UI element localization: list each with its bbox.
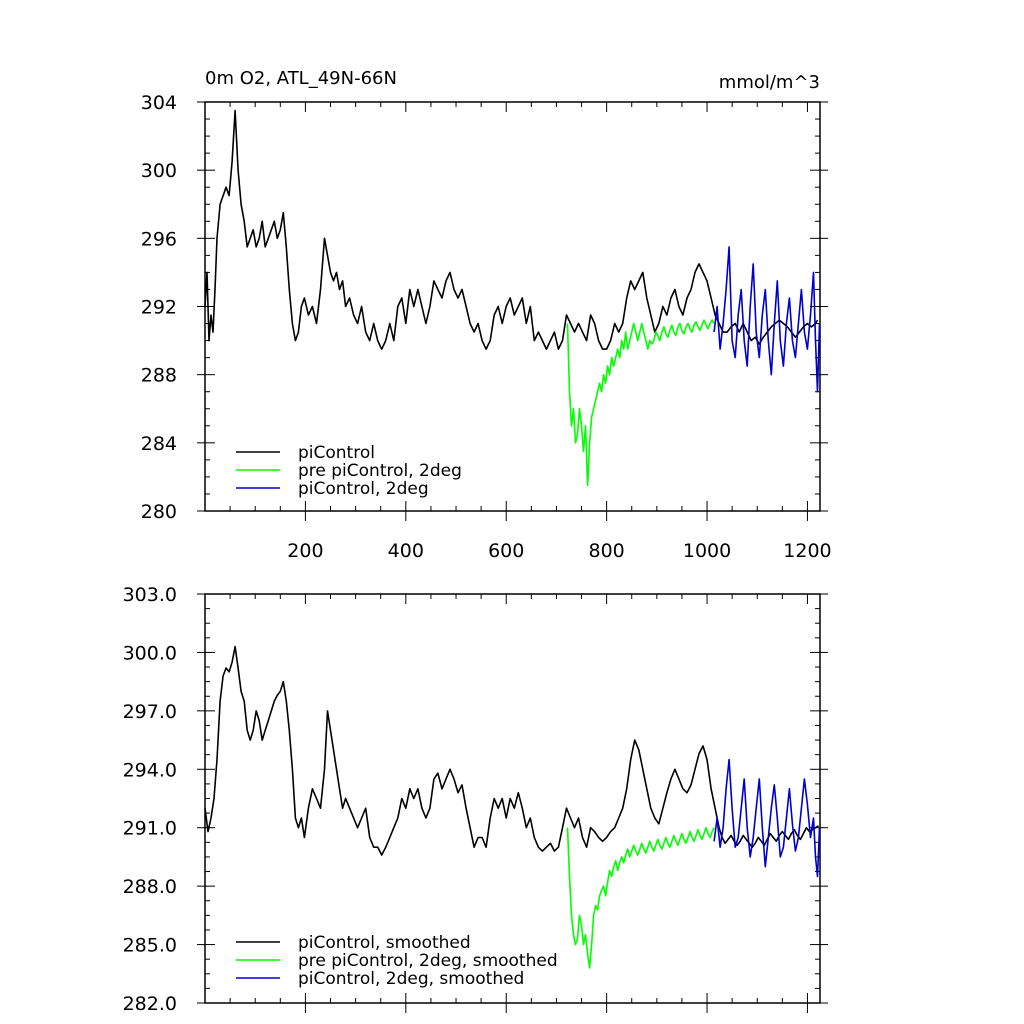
y-tick-label: 294.0	[123, 759, 177, 781]
series-line-0	[204, 645, 819, 856]
top-series-group	[204, 109, 821, 487]
top-axis-ticks: 200 400 600 800 1000 1200 280 284 288 292 296 300 30…	[141, 92, 832, 562]
y-tick-label: 300	[141, 160, 177, 182]
legend-label-0: piControl	[298, 443, 375, 463]
x-tick-label: 200	[287, 540, 323, 562]
y-tick-label: 300.0	[123, 642, 177, 664]
x-tick-label: 1000	[683, 540, 731, 562]
legend-label-1: pre piControl, 2deg, smoothed	[298, 951, 558, 971]
x-tick-label: 1200	[783, 540, 831, 562]
y-tick-label: 285.0	[123, 935, 177, 957]
y-tick-label: 284	[141, 433, 177, 455]
y-tick-label: 297.0	[123, 701, 177, 723]
series-line-1	[566, 319, 715, 487]
x-tick-label: 600	[488, 540, 524, 562]
legend-label-2: piControl, 2deg	[298, 479, 429, 499]
top-panel-title: 0m O2, ATL_49N-66N	[205, 68, 397, 89]
series-line-0	[204, 109, 819, 350]
legend-label-1: pre piControl, 2deg	[298, 461, 462, 481]
y-tick-label: 296	[141, 228, 177, 250]
y-tick-label: 291.0	[123, 818, 177, 840]
y-tick-label: 304	[141, 92, 177, 114]
y-tick-label: 282.0	[123, 993, 177, 1015]
y-tick-label: 280	[141, 501, 177, 523]
y-tick-label: 288.0	[123, 876, 177, 898]
y-tick-label: 288	[141, 365, 177, 387]
series-line-1	[566, 826, 715, 969]
legend-label-2: piControl, 2deg, smoothed	[298, 969, 524, 989]
x-tick-label: 800	[588, 540, 624, 562]
series-line-2	[713, 246, 821, 393]
y-tick-label: 292	[141, 297, 177, 319]
top-panel: 0m O2, ATL_49N-66N mmol/m^3 200 400 600 800…	[141, 68, 832, 562]
series-line-2	[713, 758, 821, 878]
bottom-axis-ticks: 282.0 285.0 288.0 291.0 294.0 297.0 300.0 303.0	[123, 584, 828, 1015]
x-tick-label: 400	[388, 540, 424, 562]
top-panel-units: mmol/m^3	[719, 72, 820, 93]
y-tick-label: 303.0	[123, 584, 177, 606]
bottom-series-group	[204, 645, 821, 969]
legend-label-0: piControl, smoothed	[298, 933, 471, 953]
bottom-panel: 282.0 285.0 288.0 291.0 294.0 297.0 300.0 303.0…	[123, 584, 828, 1015]
